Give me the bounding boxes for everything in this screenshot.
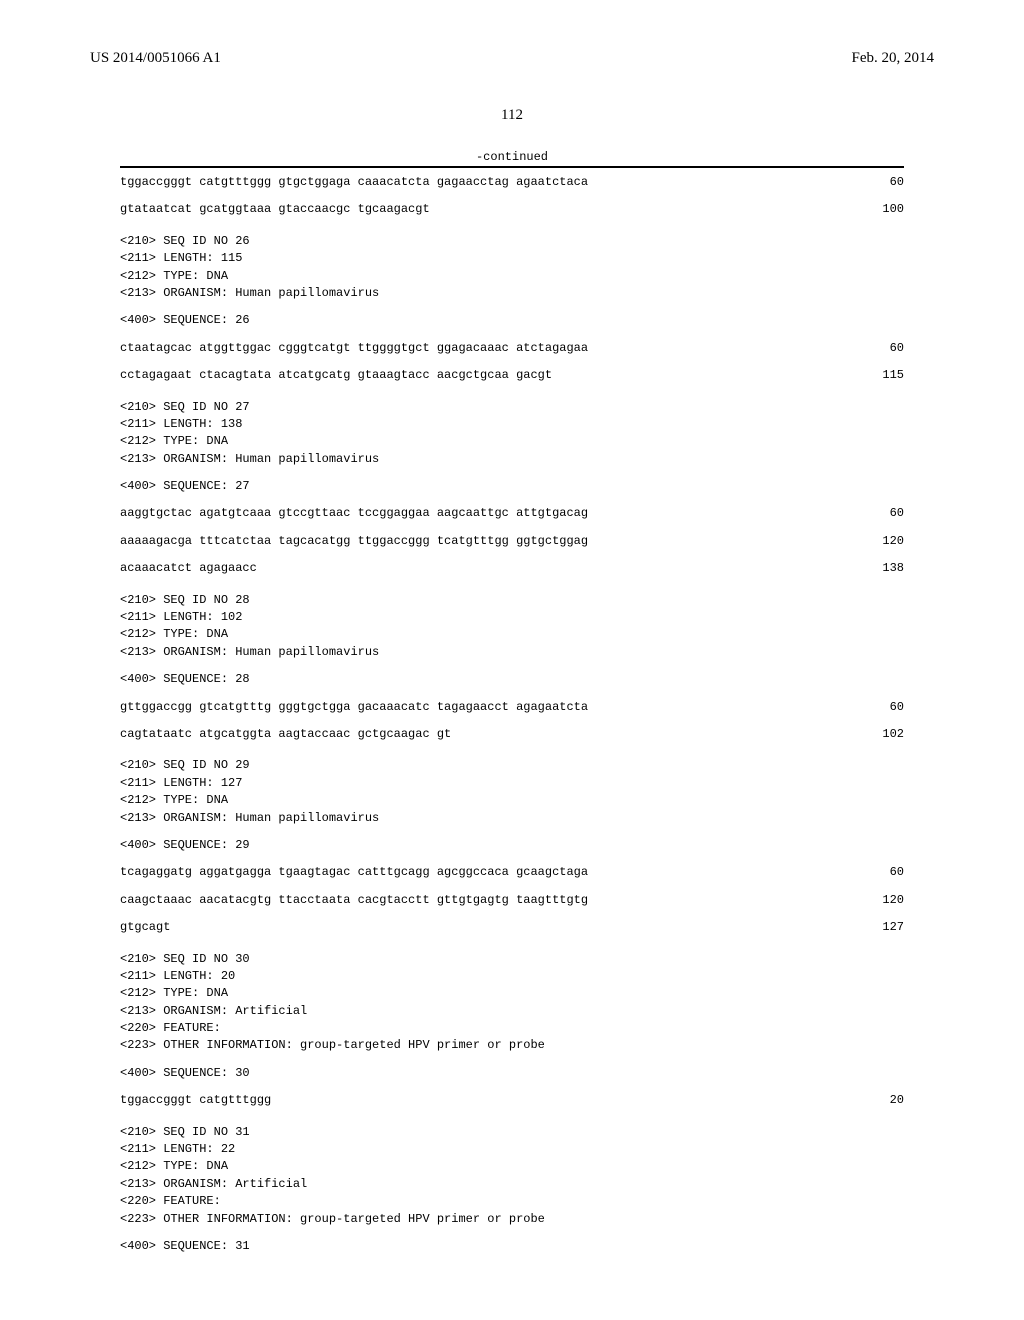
sequence-meta-line: <220> FEATURE:	[120, 1193, 904, 1210]
sequence-position: 115	[856, 367, 904, 384]
publication-date: Feb. 20, 2014	[852, 50, 935, 67]
sequence-meta-line: <213> ORGANISM: Human papillomavirus	[120, 285, 904, 302]
sequence-meta-line: <213> ORGANISM: Human papillomavirus	[120, 810, 904, 827]
sequence-text: gtataatcat gcatggtaaa gtaccaacgc tgcaaga…	[120, 201, 595, 218]
sequence-position: 60	[856, 864, 904, 881]
sequence-line: cctagagaat ctacagtata atcatgcatg gtaaagt…	[120, 367, 904, 384]
sequence-position: 120	[856, 892, 904, 909]
page-header: US 2014/0051066 A1 Feb. 20, 2014	[90, 50, 934, 67]
sequence-text: cagtataatc atgcatggta aagtaccaac gctgcaa…	[120, 726, 595, 743]
sequence-line: caagctaaac aacatacgtg ttacctaata cacgtac…	[120, 892, 904, 909]
sequence-meta-line: <213> ORGANISM: Artificial	[120, 1003, 904, 1020]
sequence-meta-line: <211> LENGTH: 138	[120, 416, 904, 433]
sequence-meta-line: <223> OTHER INFORMATION: group-targeted …	[120, 1037, 904, 1054]
sequence-meta-line: <210> SEQ ID NO 29	[120, 757, 904, 774]
sequence-position: 100	[856, 201, 904, 218]
sequence-meta-line: <220> FEATURE:	[120, 1020, 904, 1037]
page-number: 112	[90, 107, 934, 124]
sequence-text: gttggaccgg gtcatgtttg gggtgctgga gacaaac…	[120, 699, 595, 716]
sequence-meta-line: <212> TYPE: DNA	[120, 985, 904, 1002]
sequence-text: ctaatagcac atggttggac cgggtcatgt ttggggt…	[120, 340, 595, 357]
sequence-position: 20	[856, 1092, 904, 1109]
sequence-meta-line: <210> SEQ ID NO 30	[120, 951, 904, 968]
sequence-position: 138	[856, 560, 904, 577]
sequence-text: tggaccgggt catgtttggg	[120, 1092, 595, 1109]
sequence-meta-line: <213> ORGANISM: Human papillomavirus	[120, 451, 904, 468]
sequence-position: 60	[856, 174, 904, 191]
sequence-meta-line: <212> TYPE: DNA	[120, 1158, 904, 1175]
sequence-line: tcagaggatg aggatgagga tgaagtagac catttgc…	[120, 864, 904, 881]
sequence-text: gtgcagt	[120, 919, 595, 936]
sequence-position: 60	[856, 505, 904, 522]
sequence-position: 60	[856, 699, 904, 716]
sequence-line: aaaaagacga tttcatctaa tagcacatgg ttggacc…	[120, 533, 904, 550]
sequence-meta-line: <212> TYPE: DNA	[120, 268, 904, 285]
sequence-text: aaaaagacga tttcatctaa tagcacatgg ttggacc…	[120, 533, 595, 550]
publication-number: US 2014/0051066 A1	[90, 50, 221, 67]
sequence-meta-line: <211> LENGTH: 20	[120, 968, 904, 985]
sequence-meta-line: <212> TYPE: DNA	[120, 626, 904, 643]
sequence-header: <400> SEQUENCE: 31	[120, 1238, 904, 1255]
sequence-text: caagctaaac aacatacgtg ttacctaata cacgtac…	[120, 892, 595, 909]
section-rule	[120, 166, 904, 168]
sequence-meta-line: <213> ORGANISM: Human papillomavirus	[120, 644, 904, 661]
continued-label: -continued	[90, 150, 934, 164]
sequence-line: aaggtgctac agatgtcaaa gtccgttaac tccggag…	[120, 505, 904, 522]
sequence-line: gtataatcat gcatggtaaa gtaccaacgc tgcaaga…	[120, 201, 904, 218]
sequence-text: tcagaggatg aggatgagga tgaagtagac catttgc…	[120, 864, 595, 881]
sequence-header: <400> SEQUENCE: 30	[120, 1065, 904, 1082]
sequence-line: cagtataatc atgcatggta aagtaccaac gctgcaa…	[120, 726, 904, 743]
sequence-meta-line: <211> LENGTH: 115	[120, 250, 904, 267]
sequence-meta-line: <210> SEQ ID NO 27	[120, 399, 904, 416]
sequence-meta-line: <211> LENGTH: 102	[120, 609, 904, 626]
sequence-meta-line: <212> TYPE: DNA	[120, 792, 904, 809]
sequence-meta-line: <211> LENGTH: 127	[120, 775, 904, 792]
sequence-line: tggaccgggt catgtttggg 20	[120, 1092, 904, 1109]
sequence-meta-line: <223> OTHER INFORMATION: group-targeted …	[120, 1211, 904, 1228]
sequence-header: <400> SEQUENCE: 26	[120, 312, 904, 329]
sequence-meta-line: <212> TYPE: DNA	[120, 433, 904, 450]
sequence-line: acaaacatct agagaacc 138	[120, 560, 904, 577]
sequence-listing: tggaccgggt catgtttggg gtgctggaga caaacat…	[120, 174, 904, 1255]
sequence-line: gttggaccgg gtcatgtttg gggtgctgga gacaaac…	[120, 699, 904, 716]
sequence-text: tggaccgggt catgtttggg gtgctggaga caaacat…	[120, 174, 595, 191]
sequence-line: gtgcagt 127	[120, 919, 904, 936]
sequence-position: 60	[856, 340, 904, 357]
sequence-header: <400> SEQUENCE: 28	[120, 671, 904, 688]
sequence-meta-line: <210> SEQ ID NO 26	[120, 233, 904, 250]
sequence-meta-line: <210> SEQ ID NO 28	[120, 592, 904, 609]
sequence-text: acaaacatct agagaacc	[120, 560, 595, 577]
sequence-header: <400> SEQUENCE: 27	[120, 478, 904, 495]
sequence-line: ctaatagcac atggttggac cgggtcatgt ttggggt…	[120, 340, 904, 357]
sequence-meta-line: <211> LENGTH: 22	[120, 1141, 904, 1158]
page: US 2014/0051066 A1 Feb. 20, 2014 112 -co…	[0, 0, 1024, 1320]
sequence-line: tggaccgggt catgtttggg gtgctggaga caaacat…	[120, 174, 904, 191]
sequence-position: 120	[856, 533, 904, 550]
sequence-header: <400> SEQUENCE: 29	[120, 837, 904, 854]
sequence-meta-line: <213> ORGANISM: Artificial	[120, 1176, 904, 1193]
sequence-position: 127	[856, 919, 904, 936]
sequence-text: cctagagaat ctacagtata atcatgcatg gtaaagt…	[120, 367, 595, 384]
sequence-meta-line: <210> SEQ ID NO 31	[120, 1124, 904, 1141]
sequence-text: aaggtgctac agatgtcaaa gtccgttaac tccggag…	[120, 505, 595, 522]
sequence-position: 102	[856, 726, 904, 743]
